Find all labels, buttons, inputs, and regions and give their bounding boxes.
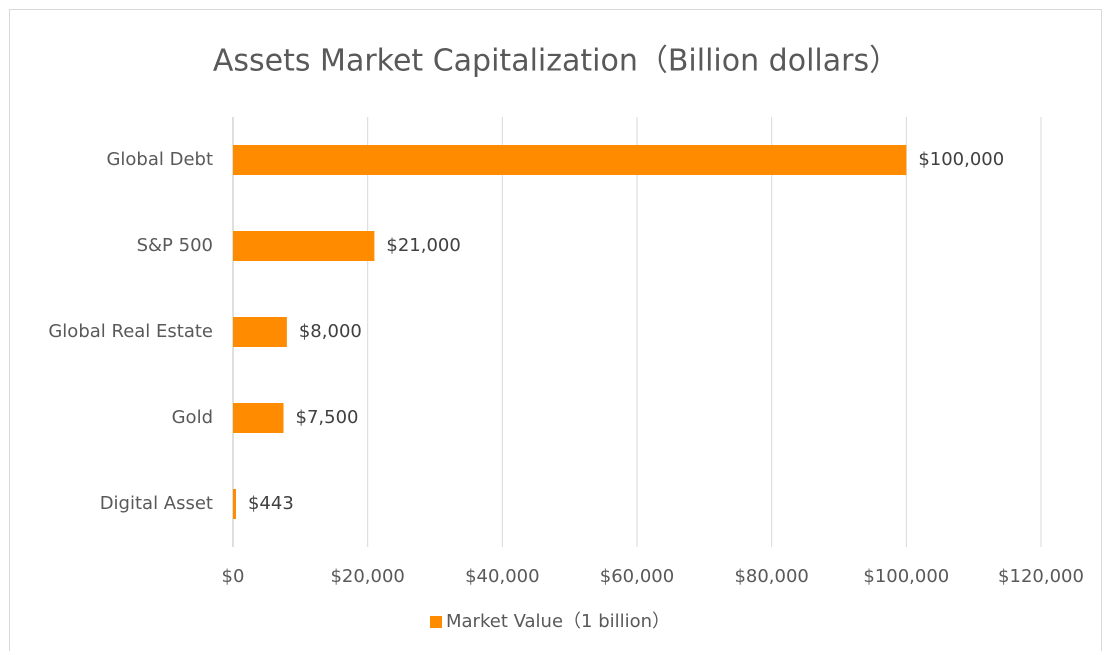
y-tick-label: Global Debt <box>106 149 213 170</box>
x-tick-label: $100,000 <box>863 566 949 587</box>
data-label: $7,500 <box>296 407 359 428</box>
y-tick-label: Global Real Estate <box>48 321 213 342</box>
y-tick-label: Gold <box>172 407 213 428</box>
chart-frame <box>9 9 1102 655</box>
data-label: $443 <box>248 493 294 514</box>
legend-swatch <box>430 616 442 628</box>
data-label: $100,000 <box>918 149 1004 170</box>
bar <box>233 145 907 175</box>
x-tick-label: $0 <box>222 566 245 587</box>
chart-title: Assets Market Capitalization（Billion dol… <box>213 44 899 79</box>
data-label: $8,000 <box>299 321 362 342</box>
x-tick-label: $120,000 <box>998 566 1084 587</box>
bar <box>233 403 284 433</box>
x-tick-label: $20,000 <box>330 566 404 587</box>
x-tick-label: $60,000 <box>600 566 674 587</box>
x-tick-label: $40,000 <box>465 566 539 587</box>
y-tick-label: S&P 500 <box>137 235 213 256</box>
bar <box>233 489 236 519</box>
bar <box>233 231 375 261</box>
y-tick-label: Digital Asset <box>100 493 213 514</box>
legend-label: Market Value（1 billion） <box>446 611 670 632</box>
x-tick-label: $80,000 <box>734 566 808 587</box>
data-label: $21,000 <box>386 235 460 256</box>
bar <box>233 317 287 347</box>
